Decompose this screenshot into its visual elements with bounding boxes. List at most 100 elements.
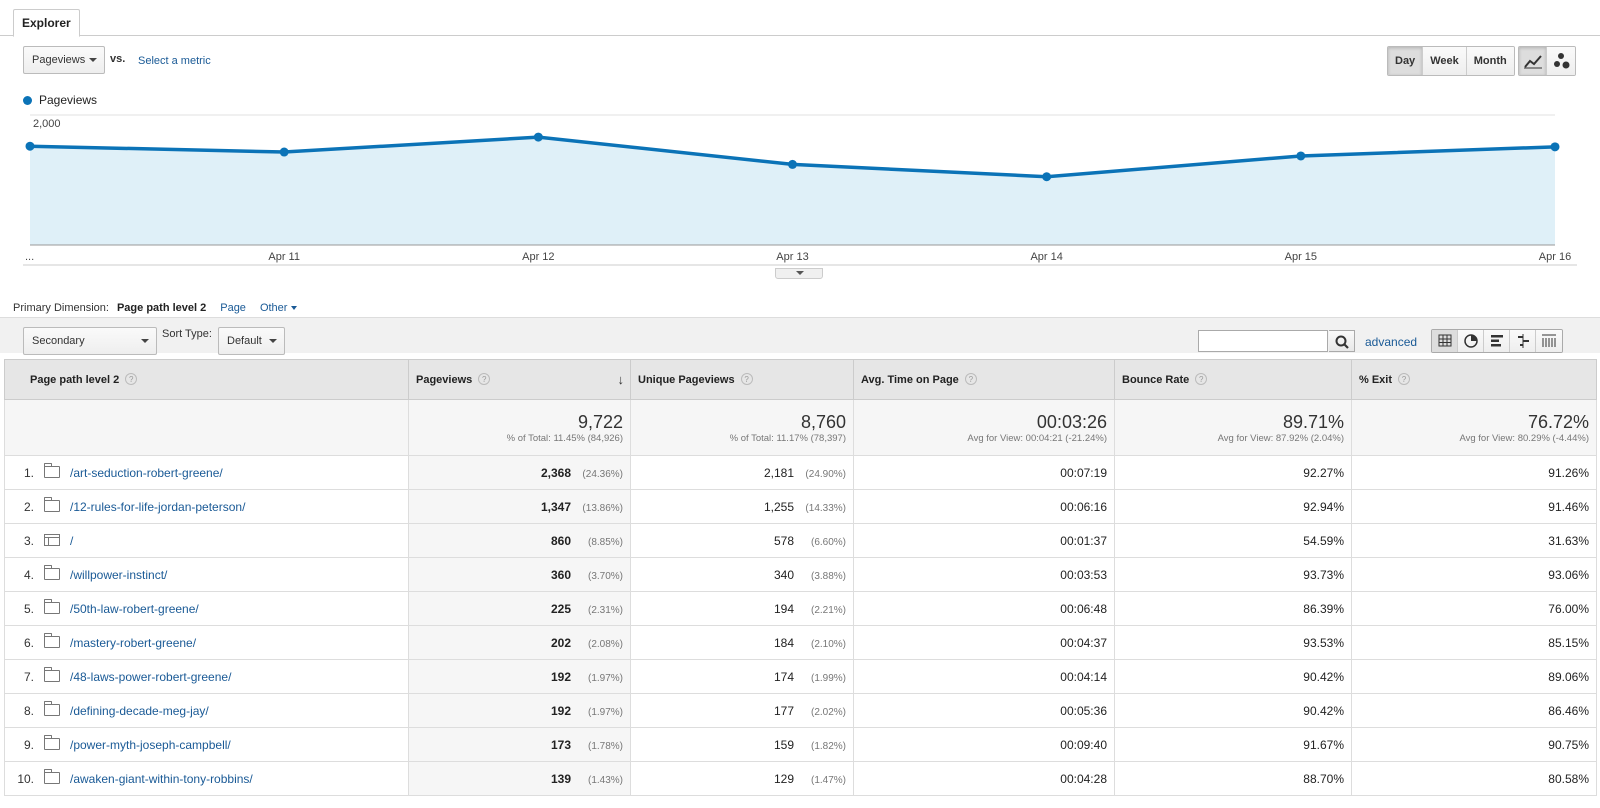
folder-icon[interactable] [44, 700, 60, 716]
column-header-avg-time[interactable]: Avg. Time on Page? [853, 359, 1115, 400]
folder-icon[interactable] [44, 666, 60, 682]
column-header-exit[interactable]: % Exit? [1351, 359, 1597, 400]
data-point[interactable] [788, 159, 797, 169]
column-header-pageviews[interactable]: Pageviews? ↓ [408, 359, 631, 400]
line-chart-icon[interactable] [1519, 47, 1547, 75]
pageviews-percent: (24.36%) [582, 468, 623, 480]
cell-exit: 91.26% [1351, 455, 1597, 490]
unique-pageviews-percent: (6.60%) [810, 536, 846, 548]
page-path-link[interactable]: /awaken-giant-within-tony-robbins/ [70, 771, 253, 786]
pageviews-percent: (13.86%) [582, 502, 623, 514]
page-path-link[interactable]: /defining-decade-meg-jay/ [70, 703, 209, 718]
column-header-label: Avg. Time on Page [861, 374, 959, 386]
unique-pageviews-value: 1,255 [763, 499, 794, 514]
cell-page-path: 4. /willpower-instinct/ [4, 557, 409, 592]
cell-bounce-rate: 92.27% [1114, 455, 1352, 490]
page-path-link[interactable]: / [70, 533, 74, 548]
folder-icon[interactable] [44, 496, 60, 512]
table-row: 4. /willpower-instinct/360 (3.70%) 340 (3.88… [4, 557, 1597, 592]
unique-pageviews-value: 194 [773, 601, 794, 616]
page-path-link[interactable]: /48-laws-power-robert-greene/ [70, 669, 232, 684]
page-icon[interactable] [44, 533, 60, 546]
pageviews-value: 139 [550, 771, 571, 786]
motion-chart-icon[interactable] [1547, 47, 1575, 75]
data-point[interactable] [1550, 142, 1560, 152]
column-header-label: Bounce Rate [1122, 374, 1190, 386]
unique-pageviews-percent: (2.02%) [810, 706, 846, 718]
page-path-link[interactable]: /50th-law-robert-greene/ [70, 601, 199, 616]
column-header-unique-pageviews[interactable]: Unique Pageviews? [630, 359, 854, 400]
cell-avg-time: 00:06:48 [853, 591, 1115, 626]
performance-view-icon[interactable] [1484, 330, 1510, 352]
cell-exit: 31.63% [1351, 523, 1597, 558]
cell-bounce-rate: 86.39% [1114, 591, 1352, 626]
table-search-input[interactable] [1198, 330, 1328, 352]
pageviews-value: 192 [550, 669, 571, 684]
cell-pageviews: 192 (1.97%) [408, 659, 631, 694]
comparison-view-icon[interactable] [1510, 330, 1536, 352]
folder-icon[interactable] [44, 598, 60, 614]
table-row: 8. /defining-decade-meg-jay/192 (1.97%) 177… [4, 693, 1597, 728]
cell-pageviews: 360 (3.70%) [408, 557, 631, 592]
data-table: Page path level 2? Pageviews? ↓ Unique Pa… [4, 359, 1597, 796]
column-header-page-path[interactable]: Page path level 2? [4, 359, 409, 400]
help-icon[interactable]: ? [964, 373, 977, 385]
page-path-link[interactable]: /mastery-robert-greene/ [70, 635, 197, 650]
interval-month-button[interactable]: Month [1466, 47, 1514, 75]
data-point[interactable] [279, 147, 289, 157]
folder-icon[interactable] [44, 632, 60, 648]
page-path-link[interactable]: /art-seduction-robert-greene/ [70, 465, 223, 480]
primary-dimension-other[interactable]: Other [260, 302, 298, 314]
pivot-view-icon[interactable] [1536, 330, 1562, 352]
folder-icon[interactable] [44, 462, 60, 478]
select-metric-link[interactable]: Select a metric [138, 55, 211, 67]
pie-view-icon[interactable] [1458, 330, 1484, 352]
search-button[interactable] [1329, 330, 1355, 352]
help-icon[interactable]: ? [125, 373, 138, 385]
data-point[interactable] [1042, 172, 1052, 182]
primary-dimension-page[interactable]: Page [220, 302, 246, 314]
pageviews-percent: (8.85%) [587, 536, 623, 548]
pageviews-value: 173 [550, 737, 571, 752]
totals-value: 00:03:26 [1036, 412, 1107, 432]
help-icon[interactable]: ? [1195, 373, 1208, 385]
cell-bounce-rate: 91.67% [1114, 727, 1352, 762]
folder-icon[interactable] [44, 734, 60, 750]
metric-select[interactable]: Pageviews [23, 46, 105, 74]
folder-icon[interactable] [44, 768, 60, 784]
column-header-bounce-rate[interactable]: Bounce Rate? [1114, 359, 1352, 400]
table-view-icon[interactable] [1432, 330, 1458, 352]
help-icon[interactable]: ? [1398, 373, 1411, 385]
chart-legend: Pageviews [23, 93, 97, 107]
data-point[interactable] [533, 132, 543, 142]
cell-pageviews: 173 (1.78%) [408, 727, 631, 762]
pageviews-value: 192 [550, 703, 571, 718]
cell-bounce-rate: 93.53% [1114, 625, 1352, 660]
cell-exit: 76.00% [1351, 591, 1597, 626]
unique-pageviews-percent: (14.33%) [805, 502, 846, 514]
interval-day-button[interactable]: Day [1388, 47, 1424, 75]
data-point[interactable] [1296, 151, 1306, 161]
pageviews-percent: (1.78%) [587, 740, 623, 752]
cell-page-path: 5. /50th-law-robert-greene/ [4, 591, 409, 626]
data-point[interactable] [25, 141, 35, 151]
help-icon[interactable]: ? [740, 373, 753, 385]
sort-type-select[interactable]: Default [218, 327, 285, 355]
column-header-label: Pageviews [416, 374, 473, 386]
tab-explorer[interactable]: Explorer [13, 9, 80, 37]
interval-week-button[interactable]: Week [1423, 47, 1467, 75]
page-path-link[interactable]: /12-rules-for-life-jordan-peterson/ [70, 499, 246, 514]
cell-bounce-rate: 90.42% [1114, 693, 1352, 728]
pageviews-percent: (1.43%) [587, 774, 623, 786]
help-icon[interactable]: ? [478, 373, 491, 385]
cell-bounce-rate: 88.70% [1114, 761, 1352, 796]
sort-type-label: Sort Type: [162, 328, 212, 340]
advanced-filter-link[interactable]: advanced [1365, 335, 1418, 349]
pageviews-value: 225 [550, 601, 571, 616]
page-path-link[interactable]: /power-myth-joseph-campbell/ [70, 737, 231, 752]
page-path-link[interactable]: /willpower-instinct/ [70, 567, 168, 582]
totals-unique-pageviews: 8,760% of Total: 11.17% (78,397) [630, 399, 854, 456]
chart-resize-handle[interactable] [775, 268, 823, 279]
folder-icon[interactable] [44, 564, 60, 580]
secondary-dimension-select[interactable]: Secondary dimension [23, 327, 157, 373]
